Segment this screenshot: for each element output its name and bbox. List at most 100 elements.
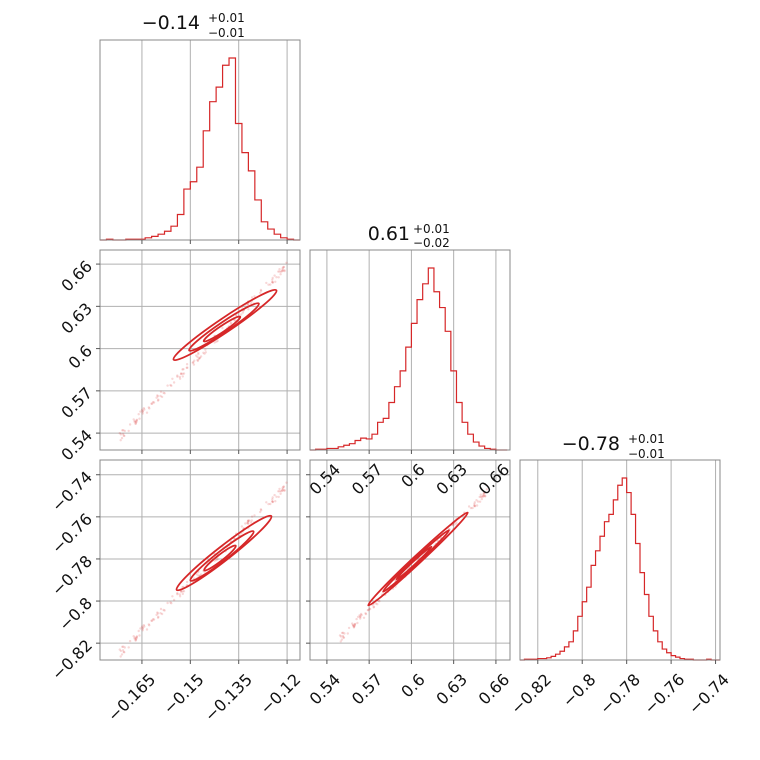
scatter-point xyxy=(253,514,256,517)
axes-frame xyxy=(99,459,301,661)
axes-frame xyxy=(99,249,301,451)
scatter-point xyxy=(202,351,205,354)
scatter-point xyxy=(259,291,262,294)
scatter-point xyxy=(132,418,135,421)
scatter-point xyxy=(250,519,253,522)
histogram-series xyxy=(520,477,720,661)
density-contours xyxy=(172,288,278,362)
scatter-point xyxy=(277,270,280,273)
scatter-point xyxy=(179,372,183,376)
scatter-point xyxy=(364,612,368,616)
scatter-point xyxy=(281,269,284,273)
scatter-point xyxy=(233,319,236,322)
scatter-point xyxy=(247,519,250,522)
contour-outer xyxy=(367,511,469,607)
scatter-point xyxy=(229,322,232,325)
density-contours xyxy=(367,511,469,607)
scatter-point xyxy=(273,274,276,277)
grid-lines xyxy=(100,460,300,660)
pair-panel-1-3 xyxy=(99,459,301,661)
scatter-point xyxy=(196,359,200,363)
scatter-point xyxy=(204,348,207,351)
scatter-point xyxy=(193,359,196,362)
scatter-point xyxy=(240,313,243,316)
scatter-point xyxy=(281,269,284,272)
scatter-point xyxy=(281,266,284,270)
scatter-point xyxy=(281,268,284,271)
scatter-point xyxy=(156,611,159,614)
scatter-point xyxy=(283,269,286,273)
scatter-point xyxy=(122,650,125,654)
scatter-point xyxy=(342,636,345,639)
scatter-point xyxy=(128,639,132,643)
scatter-point xyxy=(260,289,263,293)
scatter-point xyxy=(346,632,349,635)
scatter-point xyxy=(359,612,363,616)
scatter-point xyxy=(156,399,160,402)
scatter-point xyxy=(259,508,263,511)
scatter-point xyxy=(191,361,194,364)
pair-panel-1-2 xyxy=(99,249,301,451)
scatter-point xyxy=(122,434,125,437)
scatter-point xyxy=(122,645,125,648)
scatter-point xyxy=(139,627,142,630)
scatter-point xyxy=(269,502,272,506)
scatter-point xyxy=(119,433,123,436)
scatter-point xyxy=(275,495,278,498)
scatter-point xyxy=(246,522,249,525)
scatter-point xyxy=(123,646,127,649)
scatter-point xyxy=(204,351,207,354)
scatter-point xyxy=(480,497,483,501)
title-upper-error: +0.01 xyxy=(628,432,665,446)
tick-layer: 0.54 0.57 0.6 0.63 0.66−0.82 −0.8−0.78−0.76−0… xyxy=(48,240,733,725)
scatter-point xyxy=(471,506,474,510)
axes-frame xyxy=(309,459,511,661)
x-tick-label: −0.165 xyxy=(104,670,159,725)
scatter-point xyxy=(157,398,160,401)
scatter-point xyxy=(198,356,202,359)
scatter-point xyxy=(249,521,253,524)
scatter-point xyxy=(135,635,139,638)
scatter-point xyxy=(271,500,275,504)
scatter-point xyxy=(135,637,138,640)
scatter-point xyxy=(281,489,284,492)
scatter-point xyxy=(476,500,480,503)
scatter-point xyxy=(142,624,145,627)
scatter-point xyxy=(484,495,487,498)
scatter-point xyxy=(121,429,124,432)
scatter-point xyxy=(198,356,201,360)
scatter-point xyxy=(192,361,195,364)
scatter-point xyxy=(353,622,357,626)
scatter-point xyxy=(359,617,362,620)
scatter-point xyxy=(473,505,477,508)
scatter-point xyxy=(120,653,124,656)
scatter-point xyxy=(166,384,169,387)
scatter-point xyxy=(171,595,174,598)
scatter-point xyxy=(250,296,254,299)
scatter-point xyxy=(181,372,184,375)
scatter-point xyxy=(372,605,376,608)
scatter-point xyxy=(248,519,251,522)
scatter-point xyxy=(483,491,486,495)
scatter-point xyxy=(182,372,186,375)
scatter-point xyxy=(169,383,172,387)
scatter-point xyxy=(148,624,151,627)
scatter-point xyxy=(185,363,189,366)
scatter-point xyxy=(150,402,153,405)
scatter-point xyxy=(353,623,357,626)
scatter-point xyxy=(352,626,356,629)
scatter-point xyxy=(172,598,176,602)
scatter-point xyxy=(138,417,141,420)
grid-lines xyxy=(100,250,300,450)
grid-lines xyxy=(326,250,497,450)
scatter-point xyxy=(176,374,179,377)
title-lower-error: −0.01 xyxy=(208,26,245,40)
scatter-point xyxy=(355,617,358,621)
scatter-point xyxy=(230,321,233,324)
scatter-point xyxy=(141,626,145,629)
scatter-point xyxy=(170,384,173,387)
scatter-points xyxy=(118,261,288,442)
scatter-point xyxy=(351,622,354,625)
scatter-point xyxy=(135,419,138,422)
